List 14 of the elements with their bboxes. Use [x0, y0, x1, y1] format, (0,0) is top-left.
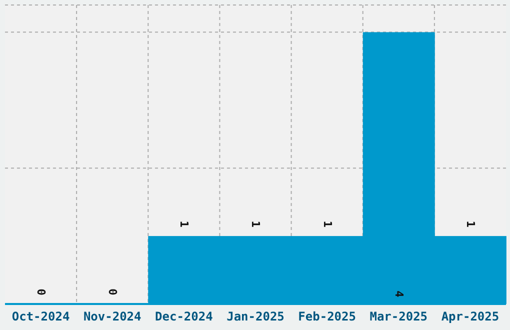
x-tick-label: Mar-2025: [370, 310, 428, 324]
data-label: 0: [106, 288, 120, 296]
x-tick-label: Oct-2024: [12, 310, 70, 324]
data-label: 4: [392, 290, 406, 298]
data-label: 1: [249, 220, 262, 228]
x-tick-label: Dec-2024: [155, 310, 213, 324]
x-tick-label: Feb-2025: [298, 310, 356, 324]
x-tick-label: Apr-2025: [441, 310, 500, 324]
x-tick-label: Jan-2025: [226, 310, 284, 324]
data-label: 1: [464, 220, 477, 228]
data-label: 1: [178, 220, 191, 228]
data-label: 0: [34, 288, 48, 296]
x-tick-label: Nov-2024: [83, 310, 142, 324]
data-label: 1: [320, 220, 334, 228]
